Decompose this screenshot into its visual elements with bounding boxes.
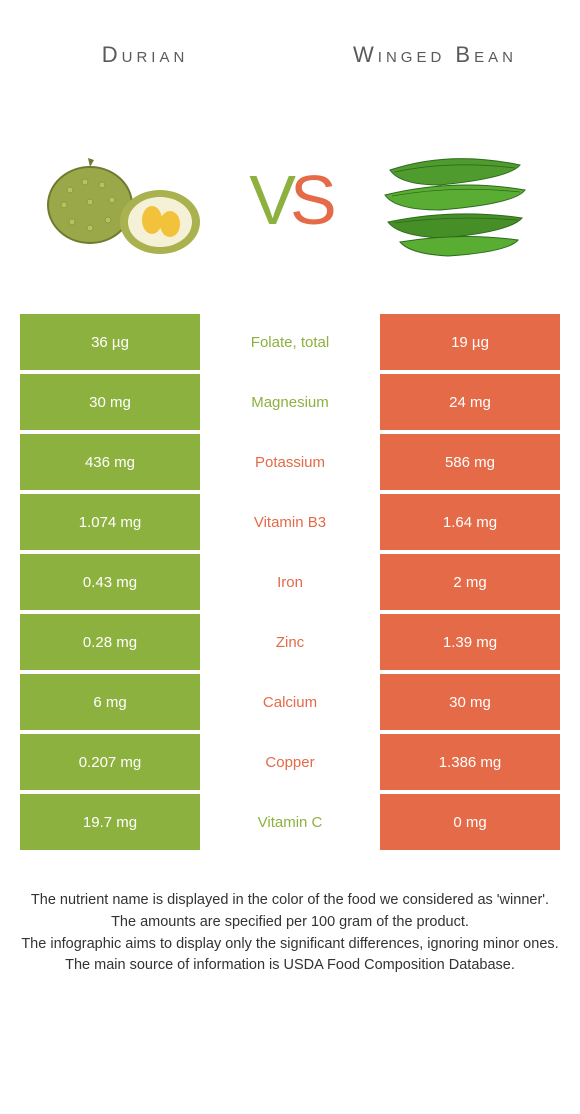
vs-label: VS (249, 160, 330, 240)
left-value: 36 µg (20, 314, 200, 370)
footnotes: The nutrient name is displayed in the co… (20, 890, 560, 977)
left-value: 436 mg (20, 434, 200, 490)
footnote-line: The amounts are specified per 100 gram o… (20, 912, 560, 934)
comparison-table: 36 µgFolate, total19 µg30 mgMagnesium24 … (20, 314, 560, 850)
right-value: 24 mg (380, 374, 560, 430)
vs-s: S (290, 161, 331, 239)
left-food-title: Durian (0, 42, 290, 68)
left-value: 0.43 mg (20, 554, 200, 610)
left-value: 6 mg (20, 674, 200, 730)
left-value: 0.28 mg (20, 614, 200, 670)
table-row: 0.28 mgZinc1.39 mg (20, 614, 560, 670)
table-row: 0.207 mgCopper1.386 mg (20, 734, 560, 790)
footnote-line: The main source of information is USDA F… (20, 955, 560, 977)
left-value: 1.074 mg (20, 494, 200, 550)
right-food-title: Winged Bean (290, 42, 580, 68)
nutrient-name: Zinc (200, 614, 380, 670)
durian-icon (40, 125, 210, 275)
winged-bean-icon (370, 125, 540, 275)
nutrient-name: Iron (200, 554, 380, 610)
right-value: 19 µg (380, 314, 560, 370)
footnote-line: The infographic aims to display only the… (20, 934, 560, 956)
header: Durian Winged Bean (0, 0, 580, 110)
right-value: 1.386 mg (380, 734, 560, 790)
footnote-line: The nutrient name is displayed in the co… (20, 890, 560, 912)
right-value: 1.39 mg (380, 614, 560, 670)
table-row: 19.7 mgVitamin C0 mg (20, 794, 560, 850)
table-row: 6 mgCalcium30 mg (20, 674, 560, 730)
vs-v: V (249, 161, 290, 239)
nutrient-name: Folate, total (200, 314, 380, 370)
nutrient-name: Copper (200, 734, 380, 790)
table-row: 436 mgPotassium586 mg (20, 434, 560, 490)
right-value: 586 mg (380, 434, 560, 490)
nutrient-name: Potassium (200, 434, 380, 490)
table-row: 1.074 mgVitamin B31.64 mg (20, 494, 560, 550)
right-value: 1.64 mg (380, 494, 560, 550)
right-value: 0 mg (380, 794, 560, 850)
right-value: 2 mg (380, 554, 560, 610)
nutrient-name: Calcium (200, 674, 380, 730)
right-value: 30 mg (380, 674, 560, 730)
left-value: 30 mg (20, 374, 200, 430)
left-value: 19.7 mg (20, 794, 200, 850)
left-value: 0.207 mg (20, 734, 200, 790)
images-row: VS (0, 110, 580, 290)
nutrient-name: Magnesium (200, 374, 380, 430)
table-row: 0.43 mgIron2 mg (20, 554, 560, 610)
table-row: 30 mgMagnesium24 mg (20, 374, 560, 430)
table-row: 36 µgFolate, total19 µg (20, 314, 560, 370)
nutrient-name: Vitamin B3 (200, 494, 380, 550)
nutrient-name: Vitamin C (200, 794, 380, 850)
